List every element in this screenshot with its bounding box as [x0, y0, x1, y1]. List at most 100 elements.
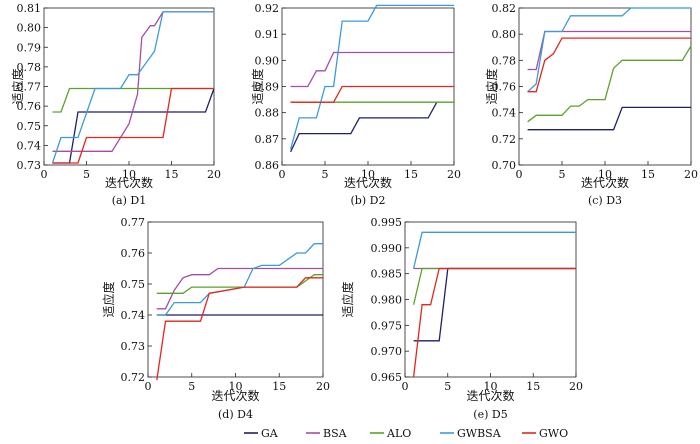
y-tick-label: 0.74 — [492, 107, 517, 120]
series-line-bsa — [156, 267, 323, 310]
x-tick-label: 0 — [145, 380, 152, 393]
series-line-gwo — [527, 37, 691, 93]
series-line-gwo — [290, 85, 454, 103]
y-tick-label: 0.89 — [255, 81, 280, 94]
y-tick-label: 0.995 — [371, 216, 403, 229]
series-line-alo — [156, 274, 323, 294]
x-tick-label: 0 — [41, 168, 48, 181]
y-tick-label: 0.990 — [371, 242, 403, 255]
series-line-ga — [413, 267, 576, 342]
x-tick-label: 5 — [83, 168, 90, 181]
series-line-bsa — [52, 11, 214, 152]
x-tick-label: 10 — [361, 168, 375, 181]
x-tick-label: 15 — [641, 168, 655, 181]
y-tick-label: 0.77 — [17, 81, 42, 94]
panel-caption: (a) D1 — [112, 194, 146, 207]
y-tick-label: 0.77 — [121, 216, 146, 229]
y-tick-label: 0.90 — [255, 54, 280, 67]
y-tick-label: 0.970 — [371, 345, 403, 358]
panel-caption: (b) D2 — [351, 194, 386, 207]
y-tick-label: 0.92 — [255, 2, 280, 15]
series-line-gwo — [412, 267, 576, 378]
y-tick-label: 0.980 — [371, 294, 403, 307]
x-axis-label: 迭代次数 — [466, 388, 514, 403]
panel-caption: (d) D4 — [218, 408, 253, 421]
y-tick-label: 0.75 — [17, 120, 42, 133]
y-tick-label: 0.78 — [17, 61, 42, 74]
x-tick-label: 15 — [165, 168, 179, 181]
x-tick-label: 20 — [316, 380, 330, 393]
y-tick-label: 0.73 — [121, 340, 146, 353]
series-line-ga — [527, 106, 691, 131]
legend-label-ga: GA — [261, 427, 279, 440]
x-tick-label: 0 — [279, 168, 286, 181]
y-axis-label: 适应度 — [250, 68, 265, 104]
y-axis-label: 适应度 — [10, 68, 25, 104]
chart-panel-3: 0 5 10 15 20 0.70 0.72 0.74 0.76 0.78 0.80 0.82 迭代次数… — [484, 2, 698, 207]
y-tick-label: 0.88 — [255, 107, 280, 120]
y-axis-label: 适应度 — [484, 68, 499, 104]
series-line-gwo — [52, 87, 214, 164]
y-tick-label: 0.965 — [371, 371, 403, 384]
plot-frame — [147, 221, 324, 378]
y-axis-label: 适应度 — [101, 281, 116, 317]
y-axis-label: 适应度 — [340, 281, 355, 317]
legend-label-gwo: GWO — [539, 427, 568, 440]
legend-label-bsa: BSA — [323, 427, 348, 440]
y-tick-label: 0.72 — [121, 371, 146, 384]
chart-panel-1: 0 5 10 15 20 0.73 0.74 0.75 0.76 0.77 0.78 0.79 0.80… — [10, 2, 221, 207]
y-tick-label: 0.76 — [121, 247, 146, 260]
series-line-gwbsa — [156, 243, 323, 316]
series-line-gwbsa — [51, 11, 214, 164]
x-tick-label: 20 — [207, 168, 221, 181]
y-tick-label: 0.87 — [255, 133, 280, 146]
series-line-gwbsa — [289, 4, 454, 150]
panel-caption: (c) D3 — [588, 194, 622, 207]
chart-panel-5: 0 5 10 15 20 0.965 0.970 0.975 0.980 0.985 0.990 0.… — [340, 216, 583, 421]
x-tick-label: 5 — [444, 380, 451, 393]
y-tick-label: 0.75 — [121, 278, 146, 291]
x-tick-label: 15 — [272, 380, 286, 393]
series-line-alo — [527, 45, 692, 123]
x-tick-label: 15 — [404, 168, 418, 181]
y-tick-label: 0.76 — [17, 100, 42, 113]
x-tick-label: 10 — [229, 380, 243, 393]
y-tick-label: 0.70 — [492, 159, 517, 172]
y-tick-label: 0.91 — [255, 28, 280, 41]
legend-label-gwbsa: GWBSA — [457, 427, 502, 440]
x-tick-label: 20 — [447, 168, 461, 181]
x-tick-label: 20 — [569, 380, 583, 393]
series-line-bsa — [290, 51, 454, 88]
series-line-gwbsa — [527, 7, 691, 93]
x-tick-label: 10 — [598, 168, 612, 181]
series-line-gwbsa — [412, 231, 576, 269]
series-line-gwo — [156, 277, 323, 381]
plot-frame — [43, 7, 215, 166]
chart-panel-4: 0 5 10 15 20 0.72 0.73 0.74 0.75 0.76 0.77 迭代次数 适应度 (… — [101, 216, 330, 421]
legend: GA BSA ALO GWBSA GWO — [244, 427, 568, 440]
y-tick-label: 0.74 — [121, 309, 146, 322]
x-tick-label: 15 — [526, 380, 540, 393]
y-tick-label: 0.79 — [17, 41, 42, 54]
y-tick-label: 0.985 — [371, 268, 403, 281]
series-line-bsa — [527, 30, 691, 71]
legend-label-alo: ALO — [386, 427, 411, 440]
series-line-alo — [52, 87, 214, 113]
x-axis-label: 迭代次数 — [211, 388, 259, 403]
x-tick-label: 5 — [322, 168, 329, 181]
plot-frame — [404, 221, 577, 378]
x-tick-label: 0 — [402, 380, 409, 393]
chart-panel-2: 0 5 10 15 20 0.86 0.87 0.88 0.89 0.90 0.91 0.92 迭代次数… — [250, 2, 461, 207]
x-axis-label: 迭代次数 — [344, 175, 392, 190]
y-tick-label: 0.78 — [492, 54, 517, 67]
x-tick-label: 0 — [516, 168, 523, 181]
y-tick-label: 0.73 — [17, 159, 42, 172]
chart-panels: 0 5 10 15 20 0.73 0.74 0.75 0.76 0.77 0.78 0.79 0.80… — [10, 2, 698, 421]
series-line-ga — [290, 101, 438, 153]
x-tick-label: 10 — [122, 168, 136, 181]
y-tick-label: 0.81 — [17, 2, 42, 15]
y-tick-label: 0.80 — [492, 28, 517, 41]
y-tick-label: 0.82 — [492, 2, 517, 15]
x-tick-label: 5 — [559, 168, 566, 181]
